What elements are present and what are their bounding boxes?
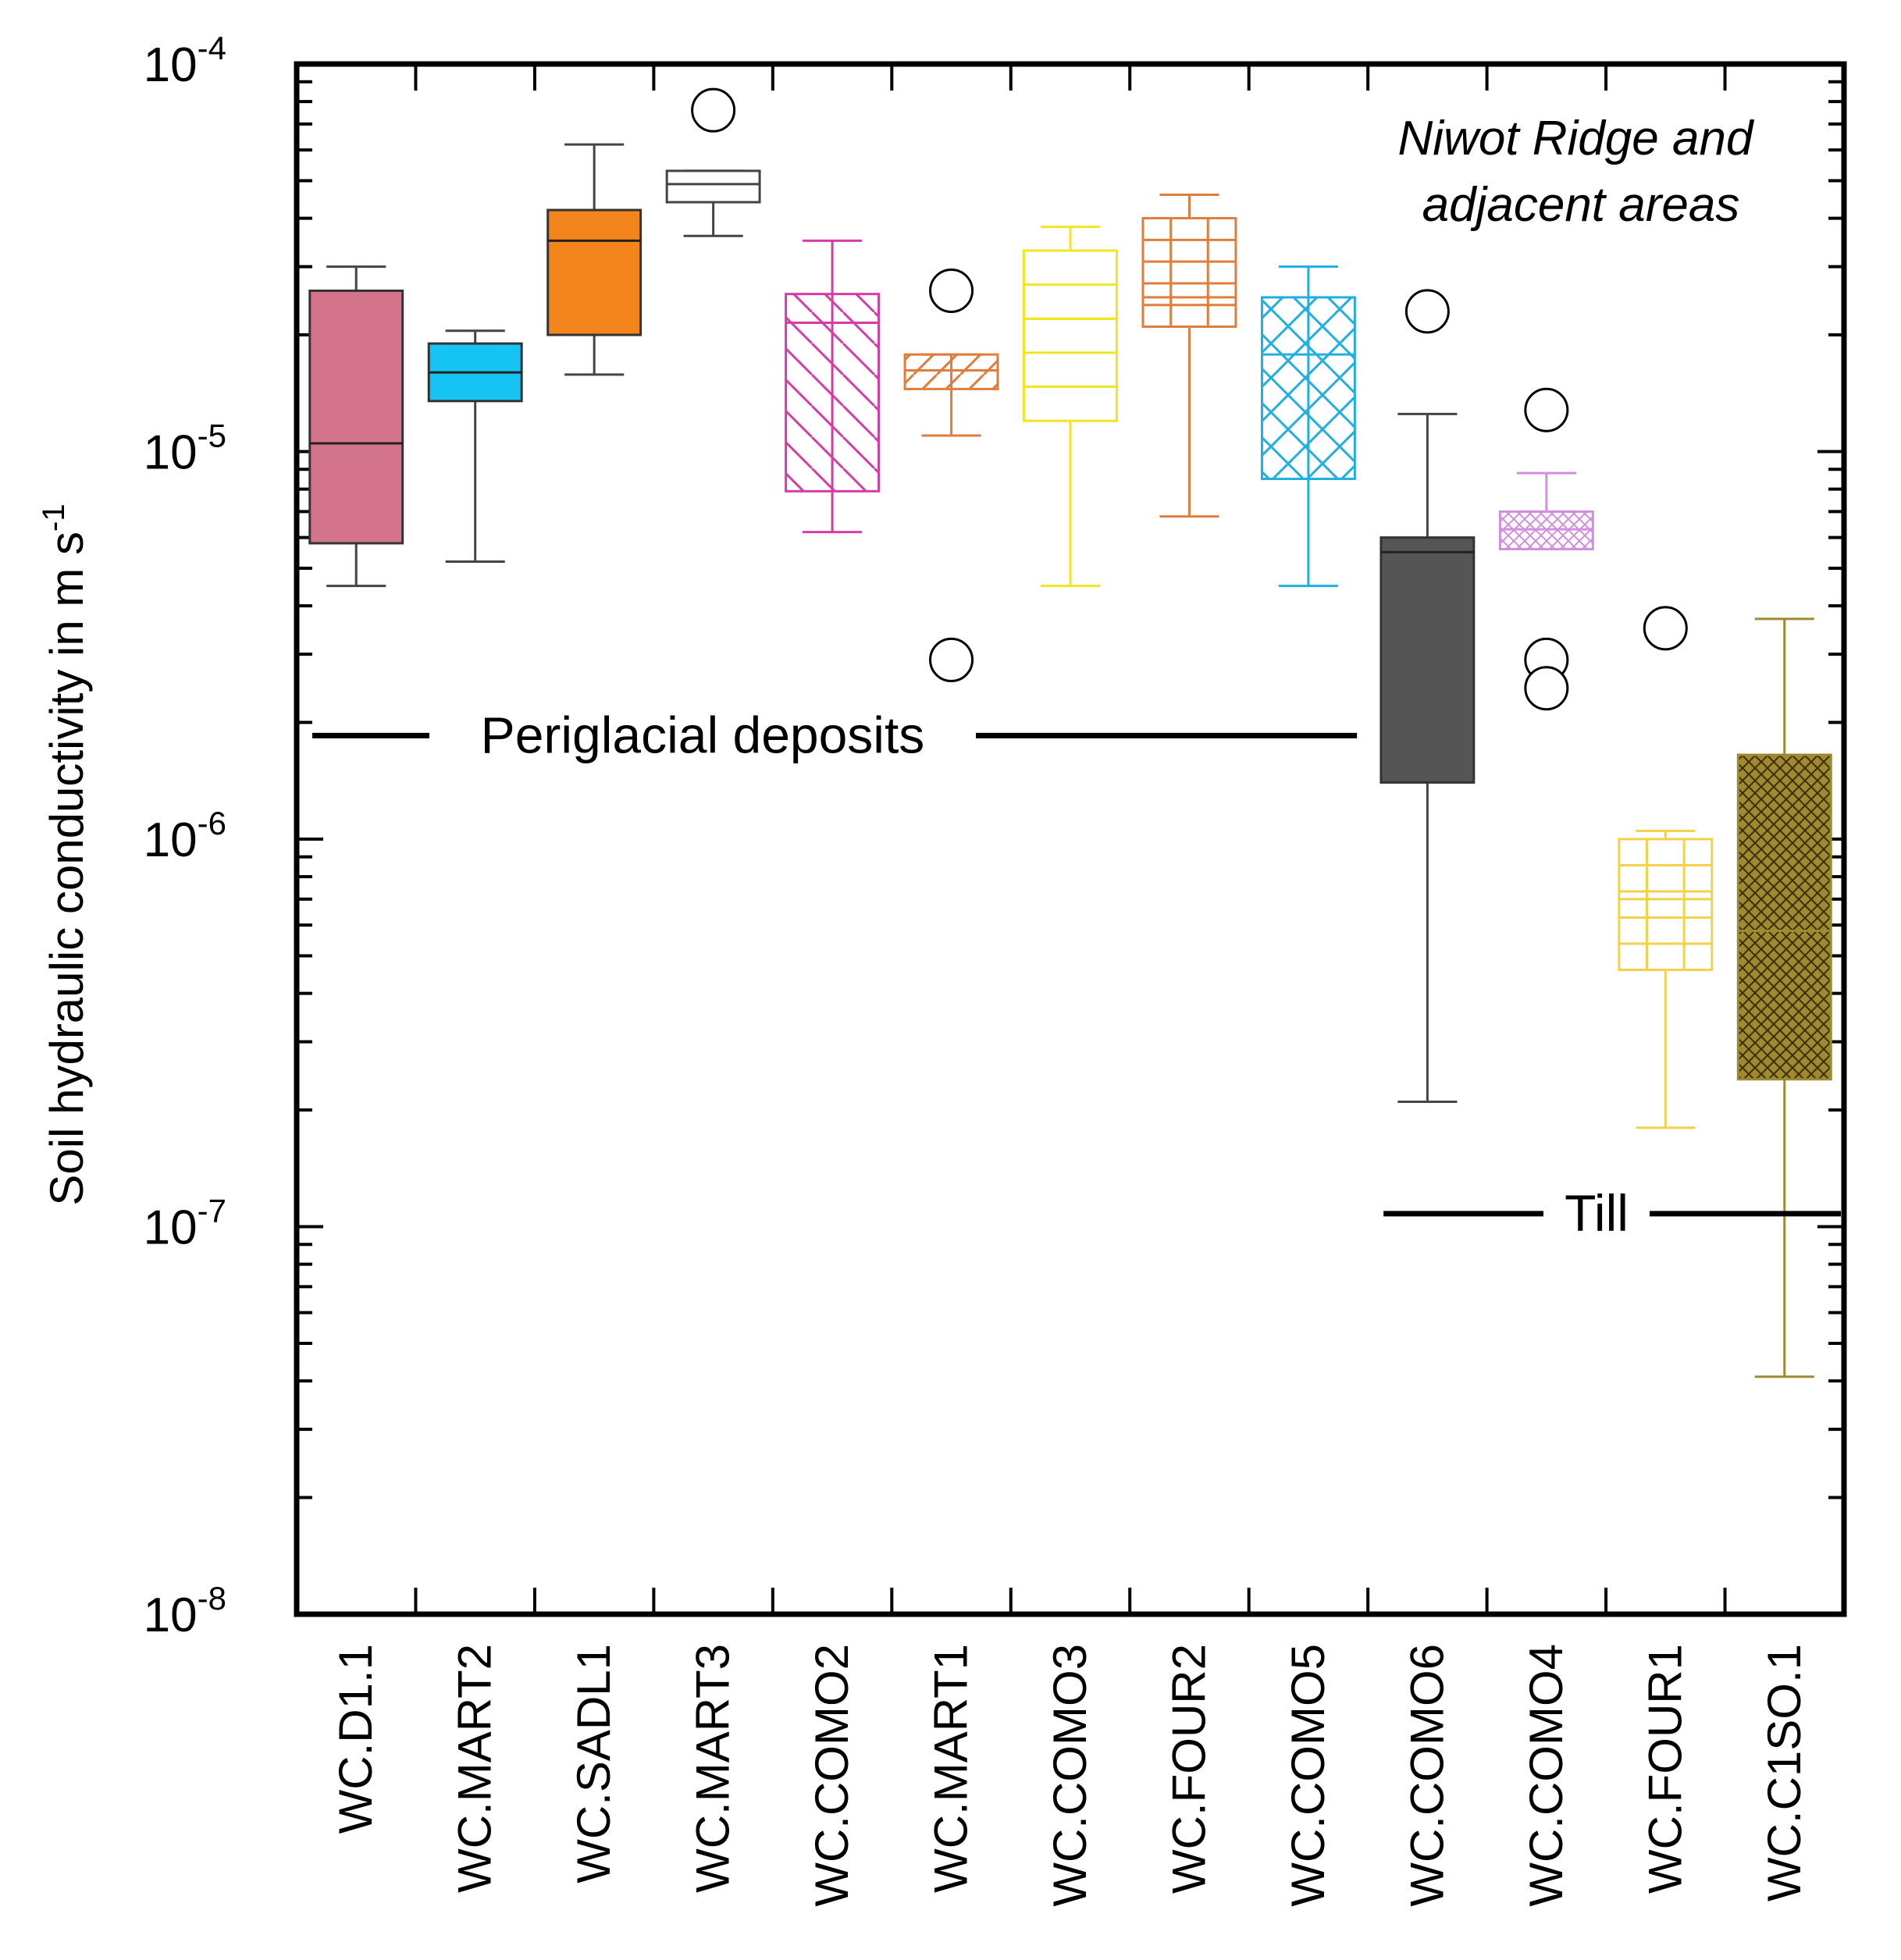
box-wc-mart3 <box>665 87 761 237</box>
box-wc-como6 <box>1379 289 1476 1104</box>
box-body <box>308 289 404 545</box>
x-tick-label: WC.C1SO.1 <box>1758 1644 1810 1901</box>
box-wc-como4 <box>1498 387 1594 711</box>
y-tick-label-exp: -5 <box>198 418 226 454</box>
y-axis-label-exp: -1 <box>37 503 71 532</box>
y-tick-label: 10-8 <box>144 1580 226 1642</box>
x-tick-label: WC.COMO6 <box>1401 1644 1453 1907</box>
box-body <box>903 353 999 390</box>
box-wc-como2 <box>785 239 881 534</box>
y-tick-label: 10-7 <box>144 1193 226 1255</box>
box-body <box>1736 753 1832 1081</box>
box-body <box>665 169 761 204</box>
x-tick-label: WC.MART3 <box>687 1644 739 1893</box>
y-tick-label-exp: -7 <box>198 1193 226 1229</box>
y-axis-label: Soil hydraulic conductivity in m s-1 <box>37 503 93 1205</box>
x-tick-label: WC.COMO3 <box>1044 1644 1096 1907</box>
y-tick-label-exp: -8 <box>198 1580 226 1617</box>
box-wc-como5 <box>1260 265 1356 588</box>
y-tick-label: 10-4 <box>144 30 226 92</box>
x-tick-label: WC.COMO4 <box>1520 1644 1572 1907</box>
outlier-point <box>1643 606 1688 651</box>
y-tick-label-base: 10 <box>144 1201 198 1255</box>
x-tick-label: WC.D1.1 <box>329 1644 382 1834</box>
x-tick-label: WC.COMO2 <box>806 1644 858 1907</box>
box-wc-four2 <box>1141 193 1237 518</box>
box-body <box>546 208 643 336</box>
y-tick-label: 10-5 <box>144 418 226 480</box>
y-tick-label-base: 10 <box>144 426 198 480</box>
box-wc-como3 <box>1023 226 1118 588</box>
y-tick-label-exp: -6 <box>198 805 226 841</box>
y-tick-label: 10-6 <box>144 805 226 867</box>
x-tick-label: WC.FOUR1 <box>1639 1644 1691 1894</box>
group-label: Periglacial deposits <box>481 706 925 763</box>
box-body <box>1618 838 1714 971</box>
group-label: Till <box>1565 1184 1629 1242</box>
box-wc-mart2 <box>427 329 523 564</box>
outlier-point <box>1524 387 1569 432</box>
box-body <box>1141 217 1237 329</box>
box-wc-c1so-1 <box>1736 617 1832 1378</box>
x-tick-label: WC.FOUR2 <box>1162 1644 1215 1894</box>
x-tick-label: WC.SADL1 <box>568 1644 620 1884</box>
group-brackets: Periglacial deposits Till <box>312 706 1841 1242</box>
y-axis-label-base: Soil hydraulic conductivity in m s <box>41 532 93 1206</box>
box-body <box>1260 296 1356 481</box>
boxes <box>308 87 1832 1378</box>
region-title-line-1: Niwot Ridge and <box>1398 112 1755 165</box>
y-tick-label-base: 10 <box>144 813 198 867</box>
y-tick-label-base: 10 <box>144 38 198 92</box>
box-wc-four1 <box>1618 606 1714 1129</box>
x-tick-label: WC.MART2 <box>449 1644 501 1893</box>
outlier-point <box>1524 666 1569 711</box>
region-title-line-2: adjacent areas <box>1422 178 1740 232</box>
box-body <box>785 293 881 493</box>
x-tick-label: WC.COMO5 <box>1282 1644 1334 1907</box>
outlier-point <box>929 268 974 313</box>
box-wc-d1-1 <box>308 265 404 588</box>
x-tick-label: WC.MART1 <box>925 1644 977 1893</box>
outlier-point <box>929 637 974 682</box>
plot-frame <box>294 61 1847 1617</box>
y-tick-label-exp: -4 <box>198 30 226 66</box>
outlier-point <box>1404 289 1450 334</box>
y-tick-labels: 10-410-510-610-710-8 <box>144 30 226 1642</box>
x-tick-labels: WC.D1.1 WC.MART2 WC.SADL1 WC.MART3 WC.COMO2 W… <box>329 1644 1810 1907</box>
box-body <box>1379 536 1476 784</box>
y-tick-label-base: 10 <box>144 1588 198 1642</box>
box-wc-sadl1 <box>546 143 643 376</box>
box-body <box>1023 249 1118 422</box>
box-wc-mart1 <box>903 268 999 682</box>
outlier-point <box>691 87 736 133</box>
